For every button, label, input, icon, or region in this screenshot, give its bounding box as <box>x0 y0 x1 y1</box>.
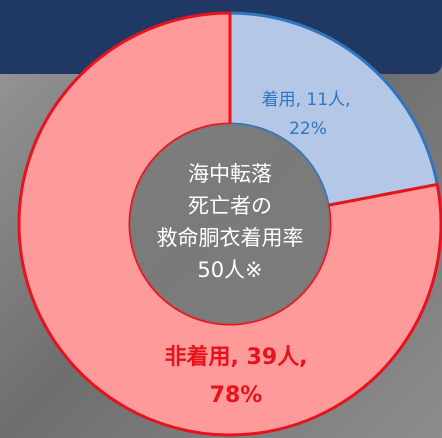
chart: 海中転落死亡者の救命胴衣着用率 50人※ 着用, 11人, 22% 非着用, 39人,… <box>0 0 442 438</box>
center-text: 死亡者の <box>188 194 272 218</box>
data-label: 22% <box>289 119 327 139</box>
center-hole <box>130 124 330 324</box>
center-text: 50人※ <box>197 258 262 282</box>
center-text: 海中転落 <box>188 162 272 186</box>
data-label: 78% <box>210 383 263 408</box>
center-text: 救命胴衣着用率 <box>157 226 304 250</box>
data-label: 着用, 11人, <box>262 90 351 110</box>
data-label: 非着用, 39人, <box>165 344 308 370</box>
